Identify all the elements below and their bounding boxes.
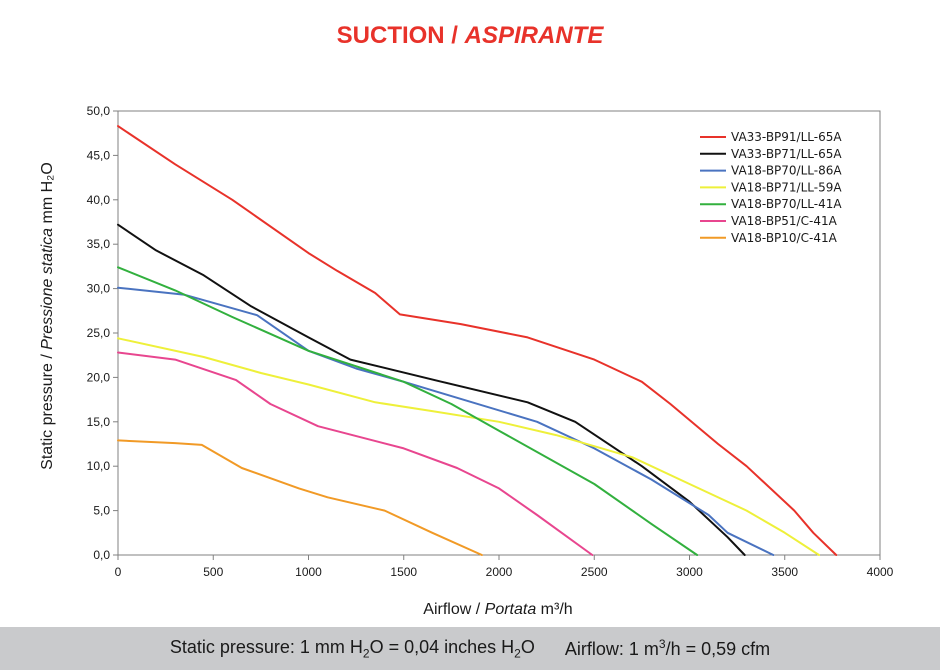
- y-tick-label: 30,0: [87, 282, 111, 296]
- x-tick-label: 500: [203, 565, 223, 579]
- chart-title-main: SUCTION /: [336, 22, 458, 49]
- series-line-4: [117, 337, 820, 556]
- series-line-7: [117, 439, 483, 556]
- legend-label: VA18-BP71/LL-59A: [731, 180, 842, 194]
- x-tick-label: 1500: [390, 565, 417, 579]
- x-tick-label: 1000: [295, 565, 322, 579]
- x-axis-label: Airflow / Portata m³/h: [423, 601, 572, 618]
- legend-label: VA33-BP91/LL-65A: [731, 130, 842, 144]
- y-tick-label: 5,0: [93, 504, 110, 518]
- chart-title-italic: ASPIRANTE: [464, 22, 604, 49]
- chart-canvas: 0 500 1000 1500 2000 2500 3000 3500 4000 0,0 5,0 10…: [39, 104, 894, 618]
- legend-label: VA33-BP71/LL-65A: [731, 147, 842, 161]
- x-tick-label: 3000: [676, 565, 703, 579]
- legend-label: VA18-BP10/C-41A: [731, 231, 838, 245]
- x-tick-label: 0: [115, 565, 122, 579]
- series-line-6: [117, 351, 594, 556]
- x-tick-label: 2500: [581, 565, 608, 579]
- pressure-conversion: Static pressure: 1 mm H2O = 0,04 inches …: [169, 636, 535, 661]
- y-tick-label: 10,0: [87, 459, 111, 473]
- y-tick-label: 0,0: [93, 548, 110, 562]
- series-line-2: [117, 223, 746, 556]
- series-line-3: [117, 286, 775, 556]
- y-tick-label: 50,0: [87, 104, 111, 118]
- y-tick-label: 40,0: [87, 193, 111, 207]
- y-tick-label: 15,0: [87, 415, 111, 429]
- y-tick-label: 35,0: [87, 237, 111, 251]
- chart-title: SUCTION / ASPIRANTE: [0, 22, 940, 50]
- legend-label: VA18-BP51/C-41A: [731, 214, 838, 228]
- series-line-1: [117, 125, 838, 556]
- x-tick-label: 4000: [867, 565, 894, 579]
- airflow-conversion: Airflow: 1 m3/h = 0,59 cfm: [564, 637, 771, 659]
- y-tick-label: 20,0: [87, 370, 111, 384]
- x-tick-label: 2000: [486, 565, 513, 579]
- series-line-5: [117, 266, 699, 556]
- x-tick-label: 3500: [771, 565, 798, 579]
- y-tick-label: 45,0: [87, 148, 111, 162]
- y-tick-label: 25,0: [87, 326, 111, 340]
- conversion-footer: Static pressure: 1 mm H2O = 0,04 inches …: [0, 627, 940, 670]
- legend-label: VA18-BP70/LL-86A: [731, 164, 842, 178]
- legend-label: VA18-BP70/LL-41A: [731, 197, 842, 211]
- y-axis-label: Static pressure / Pressione statica mm H…: [39, 162, 56, 470]
